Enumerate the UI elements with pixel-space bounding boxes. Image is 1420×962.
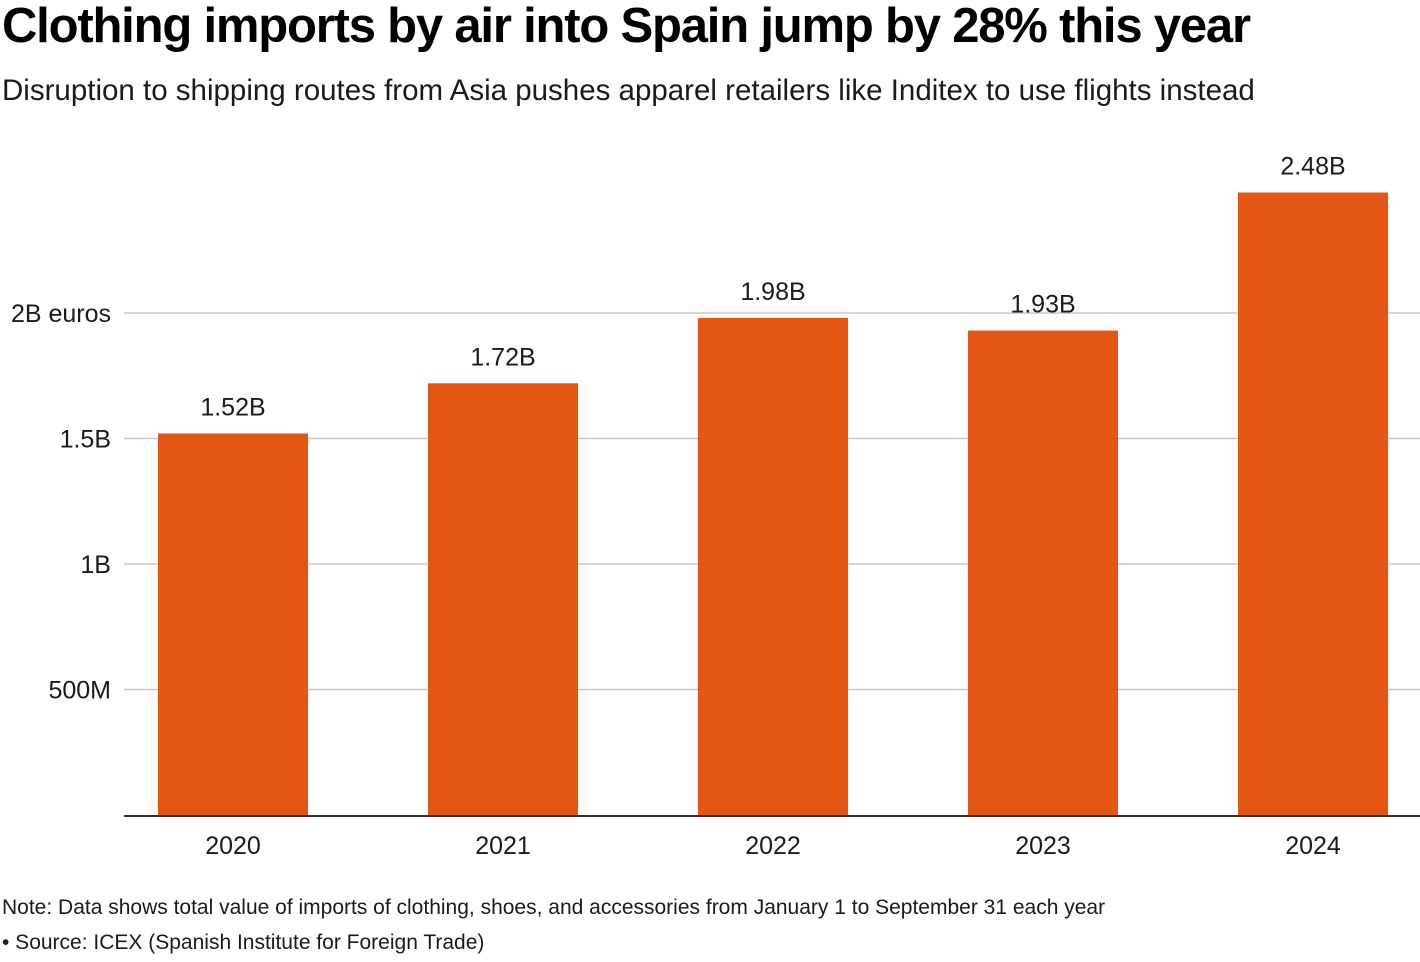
y-tick-label: 500M: [48, 677, 111, 705]
x-tick-label: 2023: [1015, 832, 1071, 860]
chart-source: • Source: ICEX (Spanish Institute for Fo…: [2, 931, 485, 954]
x-tick-label: 2024: [1285, 832, 1341, 860]
value-label: 1.93B: [1010, 291, 1075, 319]
bar-2022: [698, 318, 848, 815]
value-label: 1.52B: [200, 393, 265, 421]
y-axis-tick-labels: 500M 1B 1.5B 2B euros: [11, 300, 111, 705]
bar-2020: [158, 433, 308, 815]
chart-subtitle: Disruption to shipping routes from Asia …: [2, 74, 1255, 107]
value-label: 1.98B: [740, 278, 805, 306]
y-tick-label: 1.5B: [60, 426, 111, 454]
y-tick-label: 2B euros: [11, 300, 111, 328]
bar-2023: [968, 330, 1118, 815]
bar-2024: [1238, 192, 1388, 815]
value-labels: 1.52B 1.72B 1.98B 1.93B 2.48B: [200, 153, 1345, 422]
x-tick-label: 2022: [745, 832, 801, 860]
bars: [158, 192, 1388, 815]
x-axis-tick-labels: 2020 2021 2022 2023 2024: [205, 832, 1341, 860]
x-tick-label: 2021: [475, 832, 531, 860]
chart-note: Note: Data shows total value of imports …: [2, 896, 1106, 919]
value-label: 2.48B: [1280, 153, 1345, 181]
value-label: 1.72B: [470, 343, 535, 371]
y-tick-label: 1B: [80, 551, 111, 579]
chart-title: Clothing imports by air into Spain jump …: [2, 0, 1251, 53]
bar-2021: [428, 383, 578, 815]
x-tick-label: 2020: [205, 832, 261, 860]
